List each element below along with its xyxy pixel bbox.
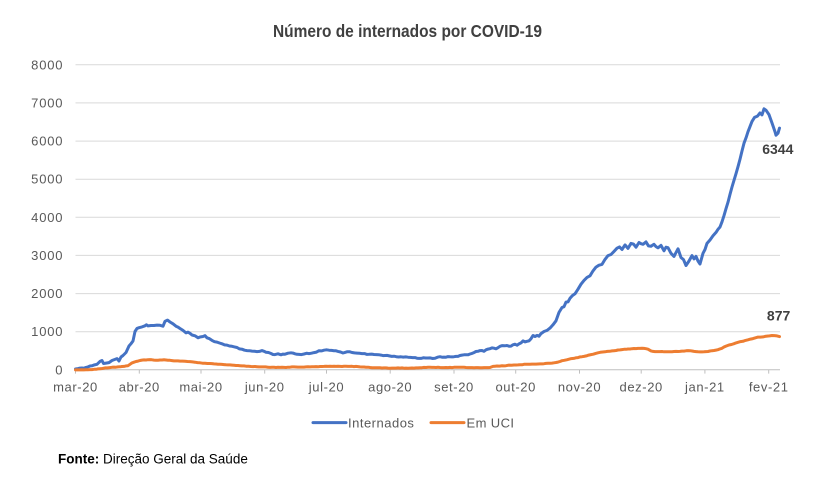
svg-text:Em UCI: Em UCI: [467, 415, 515, 430]
svg-text:nov-20: nov-20: [558, 380, 601, 395]
svg-text:8000: 8000: [31, 57, 63, 72]
svg-text:jan-21: jan-21: [684, 380, 725, 395]
svg-text:6000: 6000: [31, 134, 63, 149]
svg-text:jun-20: jun-20: [244, 380, 285, 395]
svg-text:6344: 6344: [762, 141, 793, 157]
svg-text:dez-20: dez-20: [620, 380, 663, 395]
svg-text:Número de internados por COVID: Número de internados por COVID-19: [273, 21, 542, 41]
svg-text:set-20: set-20: [434, 380, 474, 395]
svg-text:mai-20: mai-20: [179, 380, 222, 395]
svg-text:abr-20: abr-20: [119, 380, 160, 395]
svg-text:fev-21: fev-21: [749, 380, 789, 395]
svg-text:3000: 3000: [31, 248, 63, 263]
svg-text:2000: 2000: [31, 286, 63, 301]
svg-text:4000: 4000: [31, 210, 63, 225]
svg-text:jul-20: jul-20: [308, 380, 344, 395]
svg-text:Internados: Internados: [348, 415, 414, 430]
svg-text:out-20: out-20: [495, 380, 535, 395]
svg-text:Fonte: Direção Geral da Saúde: Fonte: Direção Geral da Saúde: [58, 451, 248, 466]
svg-text:ago-20: ago-20: [368, 380, 412, 395]
svg-text:mar-20: mar-20: [53, 380, 98, 395]
svg-text:5000: 5000: [31, 172, 63, 187]
svg-text:7000: 7000: [31, 95, 63, 110]
svg-text:0: 0: [55, 362, 63, 377]
svg-text:1000: 1000: [31, 324, 63, 339]
svg-text:877: 877: [767, 308, 791, 324]
